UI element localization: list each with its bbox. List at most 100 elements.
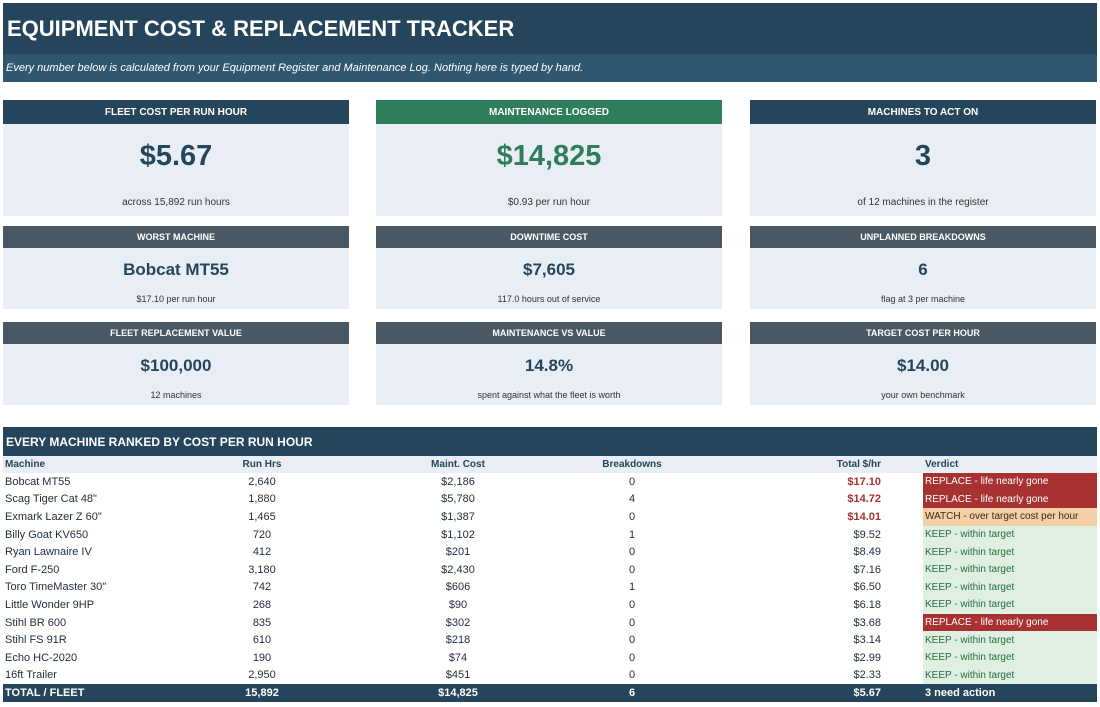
card-label: DOWNTIME COST [376, 226, 722, 248]
table-row[interactable]: Exmark Lazer Z 60" 1,465 $1,387 0 $14.01 WATC… [3, 508, 1097, 526]
card-label: UNPLANNED BREAKDOWNS [750, 226, 1096, 248]
column-header-maint-cost[interactable]: Maint. Cost [343, 456, 573, 473]
cell-maint-cost: $2,430 [441, 563, 475, 576]
cell-maint-cost: $302 [445, 616, 471, 629]
card-fleet-cost: FLEET COST PER RUN HOUR $5.67 across 15,8… [3, 100, 349, 216]
table-row[interactable]: Stihl BR 600 835 $302 0 $3.68 REPLACE - life … [3, 613, 1097, 632]
cell-run-hrs: 412 [252, 546, 272, 559]
card-note: 12 machines [150, 390, 202, 400]
cell-machine: Exmark Lazer Z 60" [5, 510, 102, 523]
cell-maint-cost: $90 [448, 598, 468, 611]
column-header-machine[interactable]: Machine [3, 456, 181, 473]
cell-breakdowns: 0 [628, 669, 636, 682]
column-header-breakdowns[interactable]: Breakdowns [573, 456, 691, 473]
cell-breakdowns: 4 [628, 493, 636, 506]
cell-run-hrs: 2,640 [248, 475, 276, 488]
cell-machine: Billy Goat KV650 [5, 528, 89, 541]
cell-total-per-hr: $8.49 [853, 546, 881, 559]
table-row[interactable]: Toro TimeMaster 30" 742 $606 1 $6.50 KEEP - w… [3, 578, 1097, 597]
cell-total-per-hr: $6.18 [853, 598, 881, 611]
cell-run-hrs: 2,950 [248, 669, 276, 682]
column-header-run-hrs[interactable]: Run Hrs [181, 456, 343, 473]
cell-verdict: KEEP - within target [923, 543, 1097, 561]
page-title: EQUIPMENT COST & REPLACEMENT TRACKER [3, 3, 1097, 54]
card-value: $14,825 [496, 140, 602, 172]
cell-machine: Ryan Lawnaire IV [5, 546, 92, 559]
cell-maint-cost: $201 [445, 546, 471, 559]
table-row[interactable]: Ford F-250 3,180 $2,430 0 $7.16 KEEP - within… [3, 560, 1097, 579]
cell-breakdowns: 0 [628, 598, 636, 611]
cell-total-per-hr: $14.01 [847, 510, 881, 523]
cell-breakdowns: 0 [628, 616, 636, 629]
card-note: of 12 machines in the register [857, 197, 989, 208]
cell-breakdowns: 0 [628, 634, 636, 647]
total-label: TOTAL / FLEET [3, 684, 181, 703]
cell-total-per-hr: $7.16 [853, 563, 881, 576]
card-unplanned-breakdowns: UNPLANNED BREAKDOWNS 6 flag at 3 per mach… [750, 226, 1096, 309]
cell-machine: Toro TimeMaster 30" [5, 581, 107, 594]
table-row[interactable]: Stihl FS 91R 610 $218 0 $3.14 KEEP - within t… [3, 631, 1097, 649]
card-label: MACHINES TO ACT ON [750, 100, 1096, 124]
table-row[interactable]: Echo HC-2020 190 $74 0 $2.99 KEEP - within ta… [3, 648, 1097, 667]
cell-breakdowns: 0 [628, 510, 636, 523]
table-header-row: Machine Run Hrs Maint. Cost Breakdowns T… [3, 456, 1097, 473]
card-value: Bobcat MT55 [123, 260, 229, 279]
card-note: across 15,892 run hours [122, 197, 230, 208]
cell-maint-cost: $451 [445, 669, 471, 682]
total-breakdowns: 6 [573, 684, 691, 703]
machine-ranking-table: Machine Run Hrs Maint. Cost Breakdowns T… [3, 456, 1097, 703]
card-value: $5.67 [139, 140, 213, 172]
table-row[interactable]: Little Wonder 9HP 268 $90 0 $6.18 KEEP - with… [3, 596, 1097, 614]
cell-verdict: KEEP - within target [923, 578, 1097, 597]
cell-machine: Echo HC-2020 [5, 651, 78, 664]
card-maintenance-vs-value: MAINTENANCE VS VALUE 14.8% spent against … [376, 322, 722, 405]
card-target-cost-per-hour: TARGET COST PER HOUR $14.00 your own benc… [750, 322, 1096, 405]
card-value: 14.8% [524, 356, 574, 375]
table-row[interactable]: 16ft Trailer 2,950 $451 0 $2.33 KEEP - within… [3, 666, 1097, 685]
card-value: $7,605 [523, 260, 575, 279]
total-run-hrs: 15,892 [181, 684, 343, 703]
card-value: $14.00 [897, 356, 949, 375]
cell-total-per-hr: $6.50 [853, 581, 881, 594]
total-verdict: 3 need action [923, 684, 1097, 703]
card-worst-machine: WORST MACHINE Bobcat MT55 $17.10 per run … [3, 226, 349, 309]
column-header-total-per-hr[interactable]: Total $/hr [691, 456, 923, 473]
table-row[interactable]: Scag Tiger Cat 48" 1,880 $5,780 4 $14.72 REPL… [3, 490, 1097, 509]
cell-machine: Bobcat MT55 [5, 475, 71, 488]
column-header-verdict[interactable]: Verdict [923, 456, 1097, 473]
cell-breakdowns: 0 [628, 546, 636, 559]
cell-machine: Stihl BR 600 [5, 616, 67, 629]
table-total-row: TOTAL / FLEET 15,892 $14,825 6 $5.67 3 n… [3, 684, 1097, 703]
cell-machine: Little Wonder 9HP [5, 598, 95, 611]
cell-machine: Ford F-250 [5, 563, 60, 576]
cell-verdict: REPLACE - life nearly gone [923, 473, 1097, 491]
card-note: 117.0 hours out of service [497, 294, 601, 304]
cell-maint-cost: $74 [448, 651, 468, 664]
cell-verdict: WATCH - over target cost per hour [923, 508, 1097, 526]
table-row[interactable]: Billy Goat KV650 720 $1,102 1 $9.52 KEEP - wi… [3, 525, 1097, 544]
cell-run-hrs: 1,465 [248, 510, 276, 523]
cell-total-per-hr: $9.52 [853, 528, 881, 541]
table-row[interactable]: Bobcat MT55 2,640 $2,186 0 $17.10 REPLACE - l… [3, 473, 1097, 491]
cell-run-hrs: 835 [252, 616, 272, 629]
cell-total-per-hr: $14.72 [847, 493, 881, 506]
card-note: your own benchmark [881, 390, 965, 400]
card-label: FLEET REPLACEMENT VALUE [3, 322, 349, 344]
card-value: $100,000 [140, 356, 212, 375]
card-fleet-replacement-value: FLEET REPLACEMENT VALUE $100,000 12 machi… [3, 322, 349, 405]
card-label: WORST MACHINE [3, 226, 349, 248]
cell-total-per-hr: $3.68 [853, 616, 881, 629]
cell-total-per-hr: $17.10 [847, 475, 881, 488]
cell-run-hrs: 610 [252, 634, 272, 647]
card-value: 3 [914, 140, 932, 172]
table-row[interactable]: Ryan Lawnaire IV 412 $201 0 $8.49 KEEP - with… [3, 543, 1097, 561]
cell-verdict: KEEP - within target [923, 631, 1097, 649]
cell-total-per-hr: $2.99 [853, 651, 881, 664]
cell-breakdowns: 0 [628, 563, 636, 576]
cell-maint-cost: $218 [445, 634, 471, 647]
cell-total-per-hr: $2.33 [853, 669, 881, 682]
cell-maint-cost: $5,780 [441, 493, 475, 506]
cell-breakdowns: 1 [628, 528, 636, 541]
cell-run-hrs: 3,180 [248, 563, 276, 576]
cell-verdict: REPLACE - life nearly gone [923, 613, 1097, 632]
